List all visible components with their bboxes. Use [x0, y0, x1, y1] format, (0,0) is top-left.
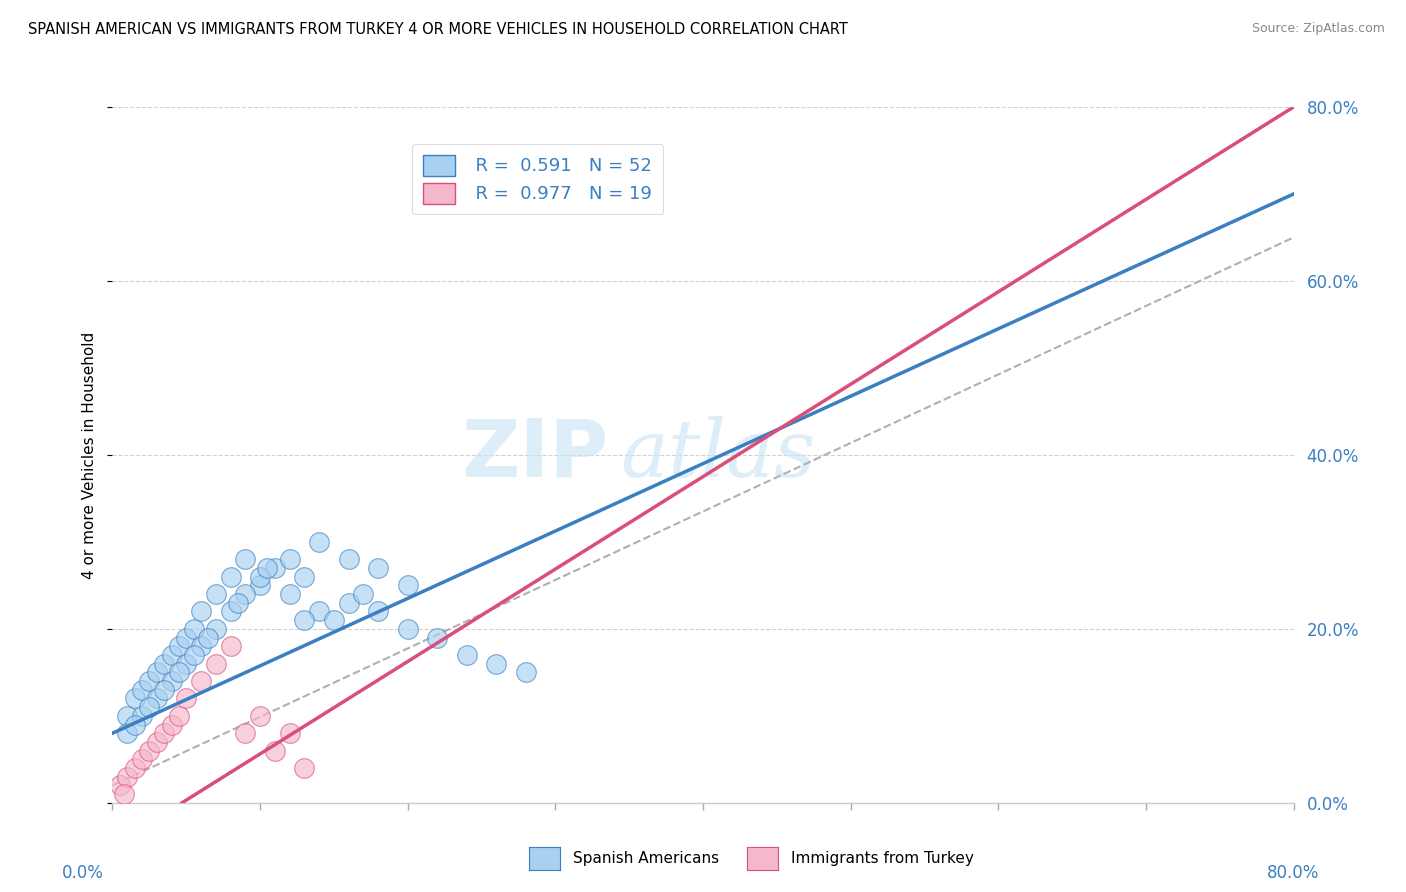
Point: [226, 596, 249, 610]
Y-axis label: 4 or more Vehicles in Household: 4 or more Vehicles in Household: [82, 331, 97, 579]
Point: [515, 665, 537, 680]
Point: [278, 726, 301, 740]
Point: [146, 735, 169, 749]
Text: atlas: atlas: [620, 417, 815, 493]
Point: [278, 587, 301, 601]
Point: [205, 622, 228, 636]
Text: Spanish Americans: Spanish Americans: [534, 852, 720, 866]
Point: [256, 561, 278, 575]
Point: [153, 726, 176, 740]
Point: [249, 578, 271, 592]
Point: [264, 561, 287, 575]
Point: [153, 657, 176, 671]
Point: [146, 691, 169, 706]
Point: [124, 717, 146, 731]
Point: [249, 570, 271, 584]
Point: [167, 665, 190, 680]
Point: [396, 578, 419, 592]
Point: [146, 665, 169, 680]
Point: [219, 570, 242, 584]
Point: [174, 657, 197, 671]
Text: 80.0%: 80.0%: [1267, 863, 1320, 881]
Legend:   R =  0.591   N = 52,   R =  0.977   N = 19: R = 0.591 N = 52, R = 0.977 N = 19: [412, 144, 664, 214]
Point: [197, 631, 219, 645]
Point: [131, 708, 153, 723]
Text: Immigrants from Turkey: Immigrants from Turkey: [752, 852, 974, 866]
Point: [264, 744, 287, 758]
Point: [456, 648, 478, 662]
Point: [233, 726, 256, 740]
Point: [292, 613, 315, 627]
Point: [183, 648, 205, 662]
Point: [174, 691, 197, 706]
Point: [205, 587, 228, 601]
Point: [190, 674, 212, 689]
Point: [131, 682, 153, 697]
Point: [117, 770, 138, 784]
Point: [485, 657, 508, 671]
Point: [337, 596, 360, 610]
Point: [292, 761, 315, 775]
Point: [219, 639, 242, 653]
Point: [160, 648, 183, 662]
Point: [117, 708, 138, 723]
Point: [124, 691, 146, 706]
Point: [190, 639, 212, 653]
Point: [233, 552, 256, 566]
Point: [108, 778, 131, 793]
Point: [308, 534, 330, 549]
Point: [367, 561, 389, 575]
Point: [205, 657, 228, 671]
Text: ZIP: ZIP: [461, 416, 609, 494]
Point: [219, 605, 242, 619]
Point: [323, 613, 346, 627]
Point: [124, 761, 146, 775]
Point: [292, 570, 315, 584]
Point: [249, 708, 271, 723]
Point: [183, 622, 205, 636]
Point: [367, 605, 389, 619]
Point: [167, 639, 190, 653]
Point: [426, 631, 449, 645]
Point: [278, 552, 301, 566]
Text: Source: ZipAtlas.com: Source: ZipAtlas.com: [1251, 22, 1385, 36]
Point: [233, 587, 256, 601]
Point: [138, 744, 160, 758]
Point: [160, 674, 183, 689]
Point: [138, 674, 160, 689]
Point: [117, 726, 138, 740]
Point: [190, 605, 212, 619]
Point: [352, 587, 374, 601]
Point: [167, 708, 190, 723]
Point: [138, 700, 160, 714]
Point: [337, 552, 360, 566]
Point: [131, 752, 153, 766]
Point: [174, 631, 197, 645]
Point: [112, 787, 135, 801]
Text: 0.0%: 0.0%: [62, 863, 104, 881]
Point: [396, 622, 419, 636]
Point: [153, 682, 176, 697]
Text: SPANISH AMERICAN VS IMMIGRANTS FROM TURKEY 4 OR MORE VEHICLES IN HOUSEHOLD CORRE: SPANISH AMERICAN VS IMMIGRANTS FROM TURK…: [28, 22, 848, 37]
Point: [308, 605, 330, 619]
Point: [160, 717, 183, 731]
